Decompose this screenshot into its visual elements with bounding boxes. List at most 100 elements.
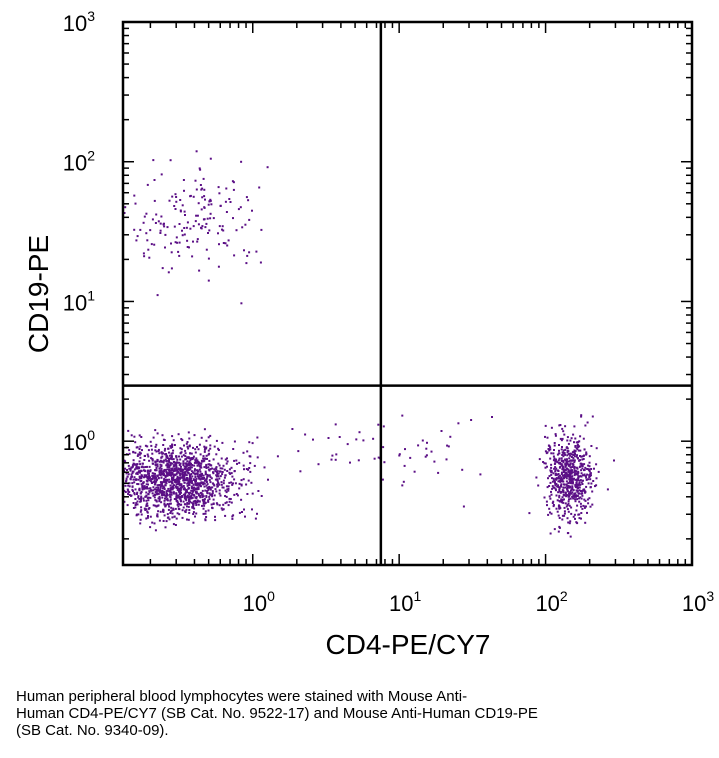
event-point — [152, 159, 155, 162]
event-point — [457, 422, 460, 425]
event-point — [123, 489, 126, 492]
event-point — [251, 508, 253, 511]
event-point — [159, 459, 162, 462]
event-point — [574, 485, 577, 488]
event-point — [568, 504, 571, 507]
event-point — [179, 489, 182, 491]
event-point — [383, 461, 386, 464]
event-point — [248, 218, 251, 221]
event-point — [589, 472, 592, 475]
event-point — [183, 474, 186, 476]
event-point — [552, 504, 555, 506]
event-point — [188, 445, 191, 448]
event-point — [566, 486, 569, 489]
event-point — [148, 490, 151, 493]
event-point — [564, 486, 567, 489]
event-point — [573, 470, 576, 473]
event-point — [171, 512, 174, 515]
event-point — [217, 482, 220, 485]
event-point — [589, 475, 591, 478]
event-point — [218, 483, 221, 486]
event-point — [398, 453, 401, 456]
event-point — [584, 499, 587, 502]
event-point — [571, 487, 574, 489]
event-point — [566, 451, 569, 454]
event-point — [196, 214, 199, 217]
event-point — [156, 458, 159, 461]
event-point — [558, 494, 561, 497]
event-point — [226, 244, 229, 247]
event-point — [228, 198, 231, 200]
event-point — [148, 256, 151, 259]
event-point — [147, 455, 150, 458]
event-point — [170, 480, 173, 483]
event-point — [143, 255, 146, 258]
event-point — [125, 480, 127, 483]
event-point — [193, 464, 196, 467]
event-point — [218, 489, 221, 492]
event-point — [175, 517, 178, 520]
event-point — [578, 497, 580, 500]
event-point — [217, 462, 220, 465]
event-point — [183, 233, 186, 236]
event-point — [200, 436, 203, 439]
event-point — [204, 489, 207, 492]
event-point — [171, 195, 174, 198]
event-point — [195, 214, 198, 217]
event-point — [557, 475, 560, 478]
event-point — [152, 474, 155, 477]
event-point — [145, 474, 148, 477]
event-point — [203, 466, 206, 469]
event-point — [208, 498, 211, 501]
event-point — [582, 458, 585, 460]
event-point — [175, 200, 178, 203]
event-point — [172, 486, 175, 489]
event-point — [246, 254, 249, 257]
event-point — [142, 482, 144, 485]
event-point — [156, 465, 159, 468]
event-point — [171, 458, 174, 461]
event-point — [133, 194, 136, 197]
event-point — [559, 424, 562, 426]
event-point — [147, 515, 149, 517]
event-point — [586, 511, 588, 514]
event-point — [220, 457, 223, 460]
event-point — [209, 444, 212, 447]
event-point — [186, 477, 189, 480]
event-point — [149, 469, 152, 472]
event-point — [161, 496, 164, 499]
event-point — [177, 490, 180, 493]
event-point — [564, 463, 567, 466]
event-point — [560, 457, 563, 460]
event-point — [140, 506, 143, 509]
event-point — [206, 492, 209, 495]
event-point — [192, 503, 195, 506]
event-point — [580, 505, 582, 508]
event-point — [136, 483, 139, 485]
event-point — [567, 473, 570, 476]
event-point — [569, 491, 572, 494]
event-point — [202, 474, 205, 477]
event-point — [169, 484, 172, 487]
event-point — [574, 498, 577, 501]
event-point — [171, 482, 174, 485]
event-point — [588, 497, 591, 500]
event-point — [180, 468, 183, 471]
event-point — [145, 505, 148, 508]
event-point — [572, 497, 575, 500]
event-point — [222, 508, 225, 511]
event-point — [164, 504, 167, 507]
event-point — [158, 519, 161, 522]
event-point — [167, 464, 169, 467]
event-point — [169, 490, 172, 493]
event-point — [567, 521, 570, 524]
event-point — [584, 491, 586, 494]
event-point — [330, 458, 333, 461]
event-point — [139, 445, 142, 448]
event-point — [159, 222, 162, 225]
event-point — [192, 487, 195, 490]
event-point — [561, 460, 564, 463]
event-point — [233, 470, 236, 473]
event-point — [150, 480, 153, 483]
event-point — [194, 499, 197, 502]
